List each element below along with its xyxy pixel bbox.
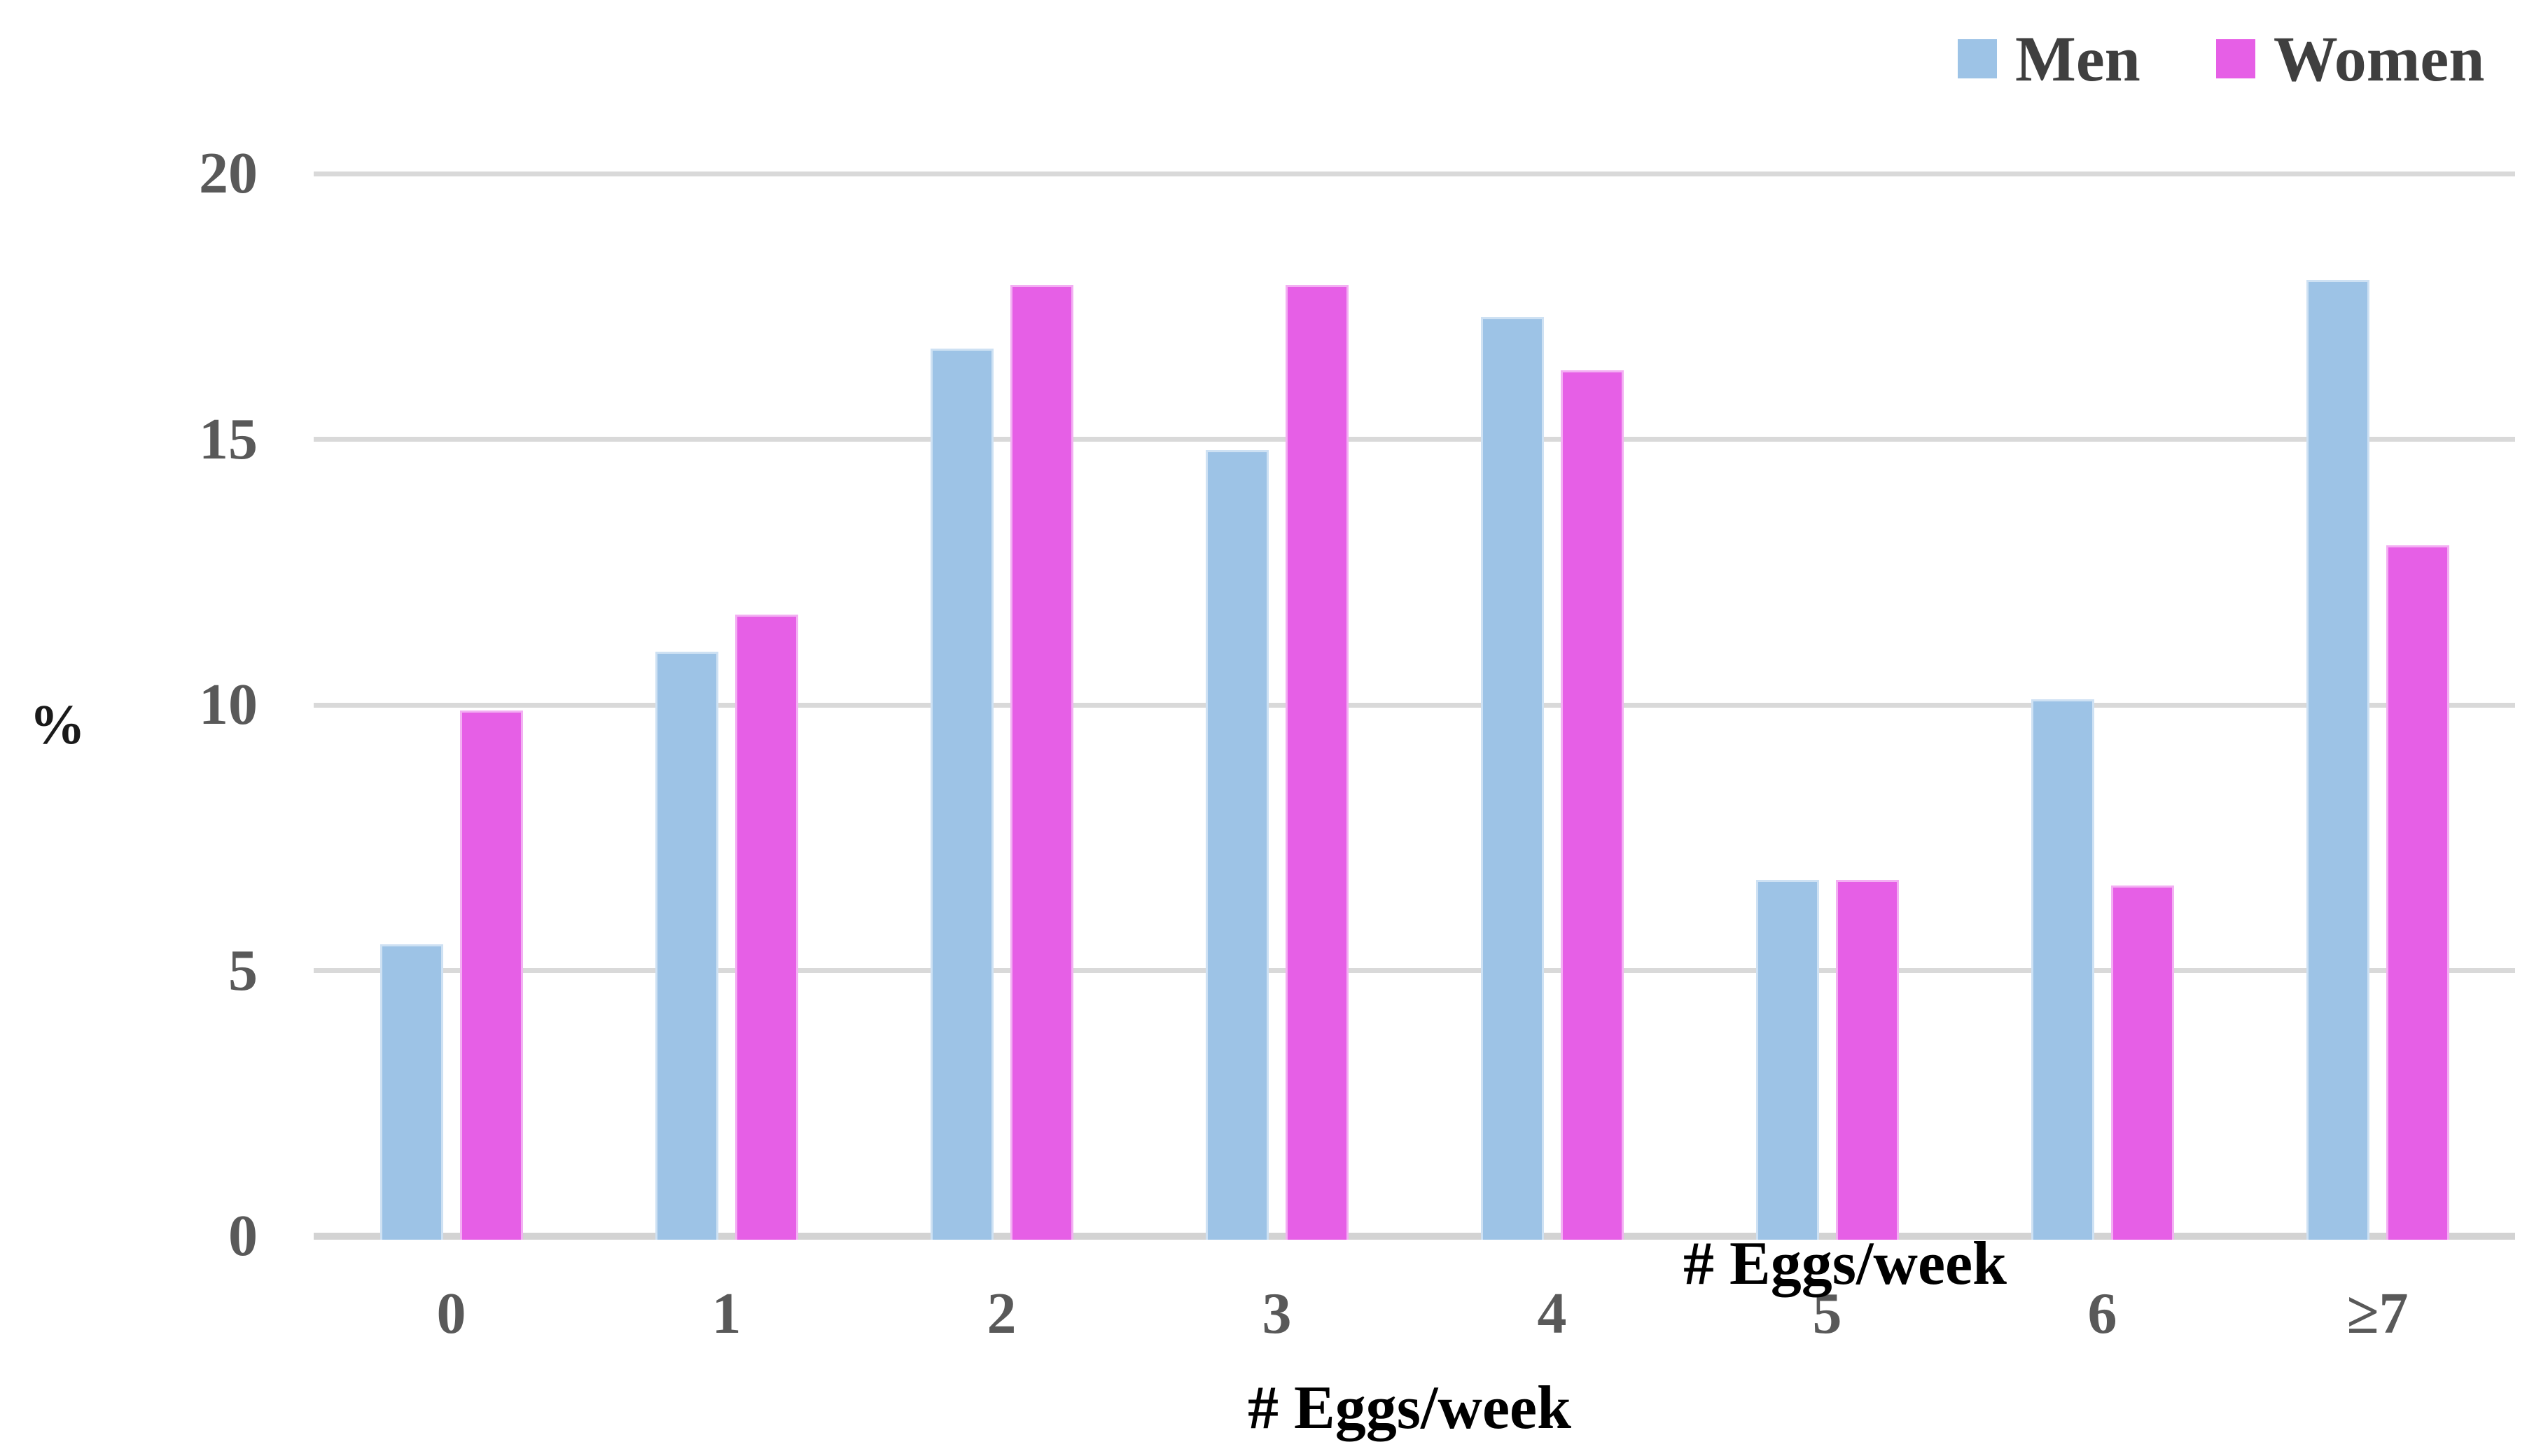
legend-swatch-women (2215, 39, 2255, 78)
bar-women-4 (1560, 370, 1624, 1240)
bar-men-3 (1205, 449, 1269, 1240)
x-tick-label-5: 5 (1812, 1281, 1842, 1346)
y-axis-title: % (29, 694, 85, 756)
y-tick-label-5: 5 (228, 937, 258, 1003)
bar-men-4 (1480, 316, 1544, 1240)
bar-women-0 (459, 710, 523, 1240)
legend-item-men: Men (1958, 20, 2140, 98)
x-tick-label-0: 0 (436, 1281, 466, 1346)
bar-men-1 (655, 652, 718, 1240)
legend-label-women: Women (2273, 23, 2485, 94)
gridline-y15 (314, 437, 2515, 442)
gridline-y10 (314, 702, 2515, 708)
legend-swatch-men (1958, 39, 1997, 78)
bar-men-5 (1755, 880, 1819, 1240)
bar-men-≥7 (2306, 279, 2369, 1240)
plot-area (314, 171, 2515, 1240)
x-tick-label-6: 6 (2087, 1281, 2117, 1346)
bar-women-5 (1835, 880, 1899, 1240)
legend: Men Women (1958, 20, 2484, 98)
gridline-y20 (314, 171, 2515, 176)
bar-women-≥7 (2386, 545, 2449, 1240)
gridline-y5 (314, 968, 2515, 973)
bar-men-0 (380, 944, 443, 1240)
x-tick-label-4: 4 (1537, 1281, 1567, 1346)
x-axis-title: # Eggs/week (1248, 1374, 1571, 1442)
legend-label-men: Men (2015, 23, 2140, 94)
legend-item-women: Women (2215, 20, 2485, 98)
x-axis-line (314, 1233, 2515, 1240)
bar-women-6 (2110, 886, 2174, 1240)
bar-women-2 (1010, 285, 1073, 1240)
x-tick-label-2: 2 (987, 1281, 1017, 1346)
x-tick-label-≥7: ≥7 (2346, 1281, 2409, 1346)
bar-men-6 (2031, 699, 2094, 1240)
x-tick-label-3: 3 (1262, 1281, 1292, 1346)
y-tick-label-10: 10 (199, 672, 258, 737)
x-tick-label-1: 1 (711, 1281, 742, 1346)
bar-men-2 (930, 349, 994, 1240)
stray-x-axis-label: # Eggs/week (1683, 1230, 2007, 1298)
y-tick-label-20: 20 (199, 141, 258, 206)
bar-women-3 (1285, 285, 1349, 1240)
y-tick-label-15: 15 (199, 406, 258, 472)
bar-women-1 (735, 614, 798, 1240)
y-tick-label-0: 0 (228, 1203, 258, 1268)
